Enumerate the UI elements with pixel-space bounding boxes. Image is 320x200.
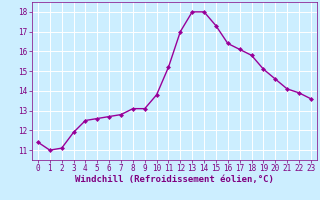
X-axis label: Windchill (Refroidissement éolien,°C): Windchill (Refroidissement éolien,°C) (75, 175, 274, 184)
